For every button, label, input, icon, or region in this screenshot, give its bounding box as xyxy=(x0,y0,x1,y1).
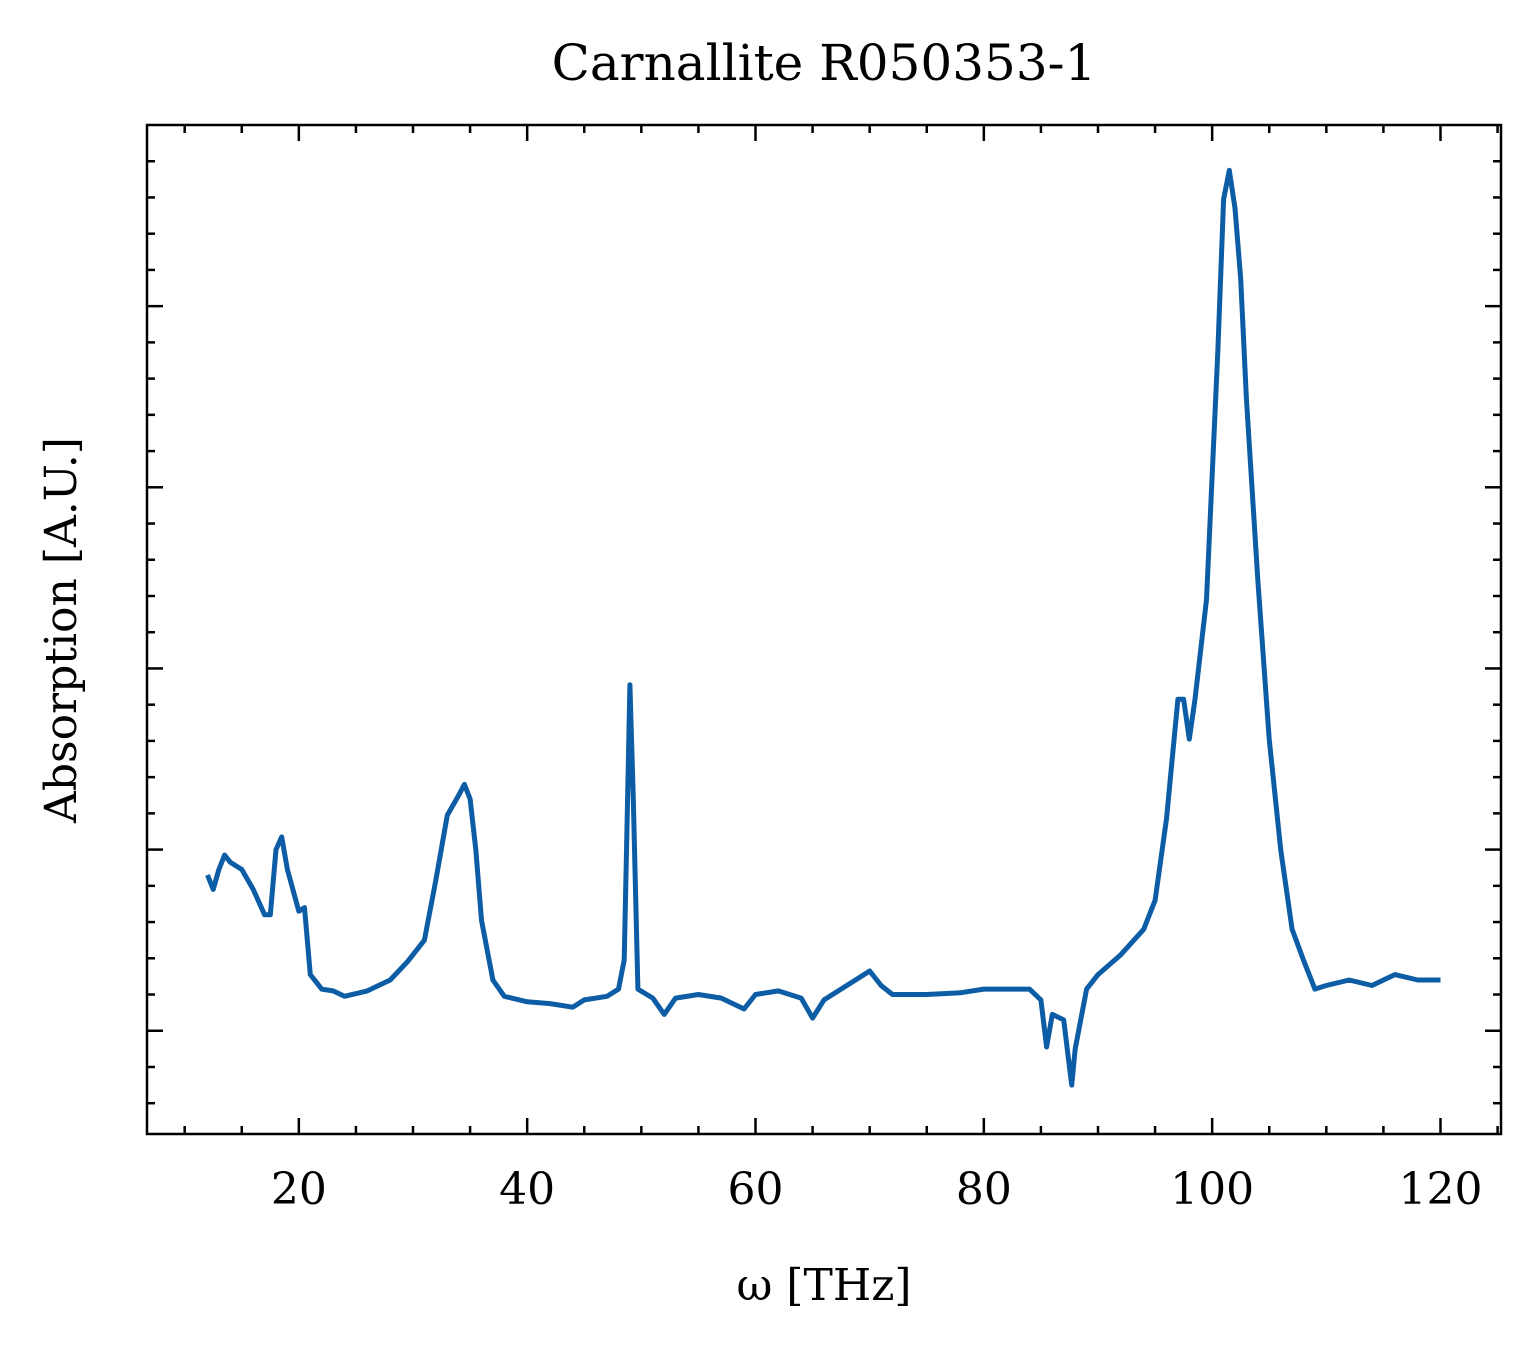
plot-frame xyxy=(145,123,1503,1136)
x-tick-label: 20 xyxy=(271,1164,327,1215)
x-tick-label: 120 xyxy=(1399,1164,1483,1215)
x-tick-label: 80 xyxy=(956,1164,1012,1215)
x-tick-label: 100 xyxy=(1170,1164,1254,1215)
x-tick-label: 40 xyxy=(499,1164,555,1215)
x-axis-label: ω [THz] xyxy=(736,1260,911,1311)
x-tick-label: 60 xyxy=(728,1164,784,1215)
data-line xyxy=(205,167,1441,1088)
y-axis-label: Absorption [A.U.] xyxy=(36,437,87,824)
chart-title: Carnallite R050353-1 xyxy=(552,34,1097,92)
